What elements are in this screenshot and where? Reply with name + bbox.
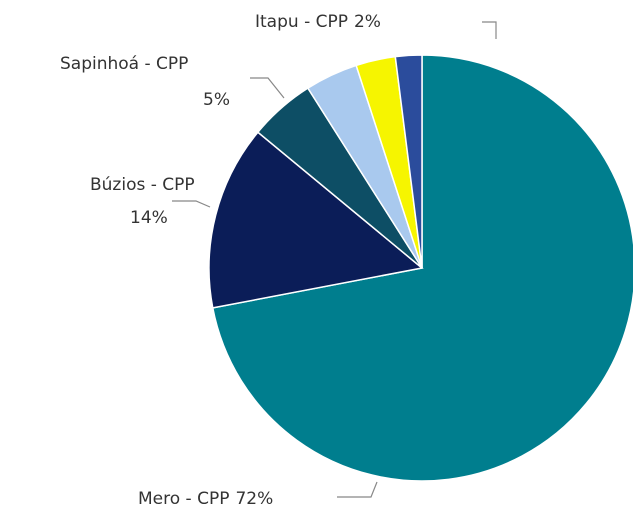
labels: Mero - CPP 72% Búzios - CPP 14% Sapinhoá - C…	[60, 12, 497, 509]
slice-label: Mero - CPP 72%	[138, 489, 273, 509]
value-label: 2%	[354, 12, 381, 32]
slice	[208, 131, 424, 309]
category-label: Itapu - CPP	[255, 12, 348, 32]
value-label: 14%	[130, 208, 168, 228]
category-label: Búzios - CPP	[90, 175, 195, 195]
pie	[208, 54, 633, 482]
slice-label: Itapu - CPP 2%	[255, 12, 381, 32]
category-label: Sapinhoá - CPP	[60, 54, 188, 74]
leader-line	[172, 200, 211, 208]
value-label: 5%	[203, 90, 230, 110]
value-label: 72%	[235, 489, 273, 509]
slice	[394, 54, 423, 269]
leader-line	[337, 481, 378, 498]
category-label: Mero - CPP	[138, 489, 229, 509]
leader-line	[482, 21, 497, 39]
leader-line	[250, 77, 285, 99]
